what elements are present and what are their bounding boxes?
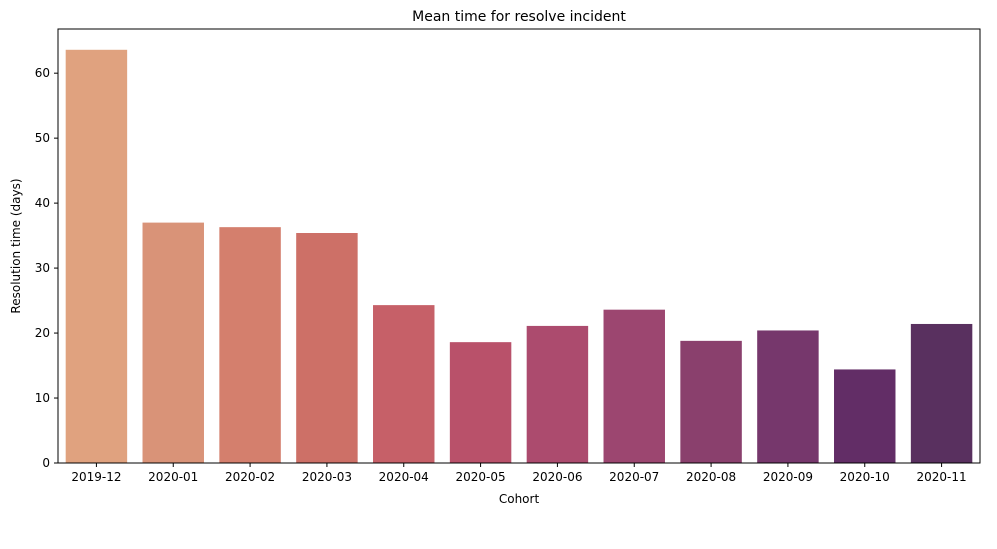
- bar-2020-01: [142, 222, 204, 463]
- plot-frame: [57, 28, 981, 464]
- x-tick-label: 2020-10: [840, 470, 890, 484]
- y-tick-label: 20: [35, 326, 50, 340]
- x-tick-label: 2020-09: [763, 470, 813, 484]
- y-tick-label: 40: [35, 196, 50, 210]
- x-tick-label: 2020-11: [917, 470, 967, 484]
- x-tick-label: 2020-03: [302, 470, 352, 484]
- bar-2020-08: [680, 340, 742, 463]
- x-axis-label: Cohort: [499, 492, 540, 506]
- y-tick-label: 50: [35, 131, 50, 145]
- y-tick-label: 30: [35, 261, 50, 275]
- x-tick-label: 2020-05: [456, 470, 506, 484]
- x-axis-ticks: 2019-12 2020-01 2020-02 2020-03 2020-04 2020-…: [71, 463, 967, 484]
- x-tick-label: 2020-01: [148, 470, 198, 484]
- bar-2020-07: [603, 309, 665, 463]
- x-tick-label: 2020-06: [532, 470, 582, 484]
- bar-2020-04: [373, 305, 435, 463]
- bars-layer: [65, 49, 973, 464]
- y-tick-label: 10: [35, 391, 50, 405]
- bar-2019-12: [65, 49, 128, 464]
- x-tick-label: 2020-04: [379, 470, 429, 484]
- y-tick-label: 60: [35, 66, 50, 80]
- y-axis-ticks: 0 10 20 30 40 50 60: [35, 66, 58, 470]
- y-tick-label: 0: [42, 456, 50, 470]
- bar-2020-10: [834, 369, 896, 463]
- bar-2020-11: [910, 323, 973, 463]
- bar-2020-06: [526, 325, 589, 463]
- bar-2020-05: [449, 342, 512, 463]
- bar-2020-02: [219, 227, 281, 463]
- x-tick-label: 2020-02: [225, 470, 275, 484]
- y-axis-label: Resolution time (days): [9, 178, 23, 313]
- x-tick-label: 2020-08: [686, 470, 736, 484]
- bar-2020-09: [757, 330, 819, 463]
- x-tick-label: 2020-07: [609, 470, 659, 484]
- chart-title: Mean time for resolve incident: [412, 9, 626, 25]
- x-tick-label: 2019-12: [71, 470, 121, 484]
- bar-2020-03: [296, 233, 358, 463]
